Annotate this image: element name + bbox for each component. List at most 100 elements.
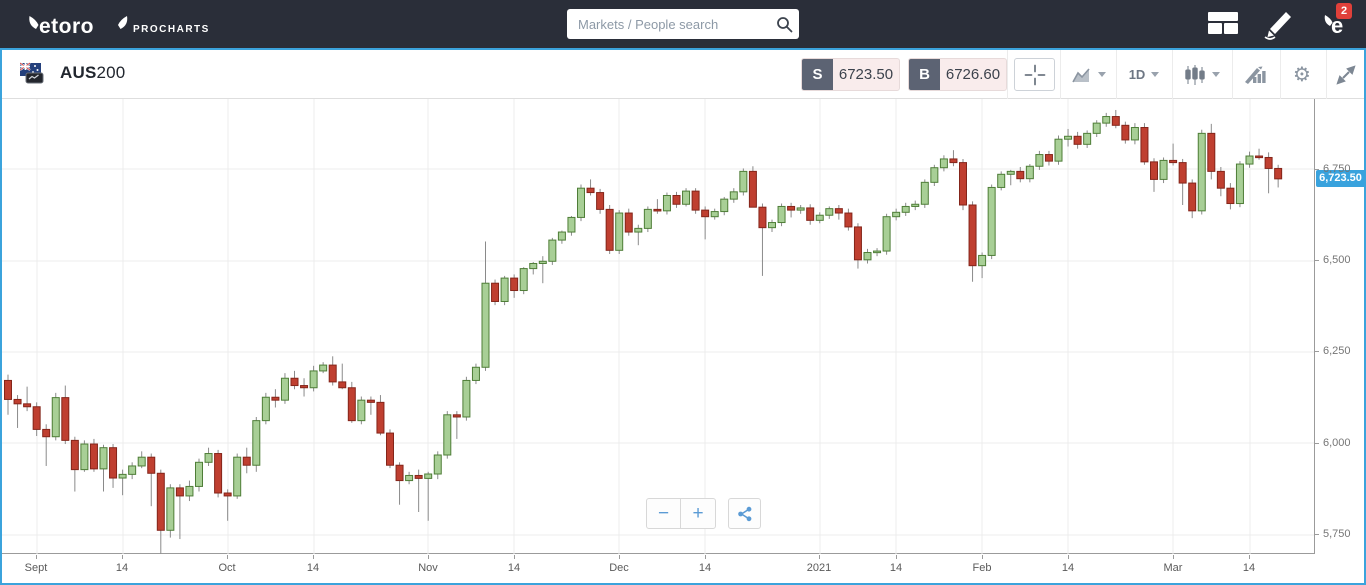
y-axis-tick	[1315, 169, 1319, 170]
x-axis-tick	[122, 555, 123, 559]
candlestick-chart[interactable]: − +	[2, 99, 1314, 554]
candle-up	[481, 282, 490, 368]
candle-down	[338, 381, 347, 389]
candle-up	[195, 461, 203, 487]
candle-up	[1235, 163, 1244, 205]
candle-down	[61, 397, 70, 441]
y-axis-label: 6,500	[1323, 254, 1351, 266]
candle-up	[939, 158, 948, 169]
settings-button[interactable]: ⚙	[1282, 58, 1322, 91]
candle-down	[1073, 135, 1082, 145]
y-axis-tick	[1315, 534, 1319, 535]
candle-up	[128, 465, 137, 475]
candle-up	[529, 262, 538, 270]
candle-down	[386, 432, 394, 466]
candle-up	[634, 227, 643, 233]
crosshair-tool-button[interactable]	[1014, 58, 1055, 91]
zoom-out-button[interactable]: −	[647, 499, 681, 528]
candle-down	[672, 194, 681, 205]
candle-down	[175, 487, 184, 497]
x-axis-tick	[619, 555, 620, 559]
procharts-label: PROCHARTS	[133, 24, 210, 35]
chart-type-button[interactable]	[1064, 58, 1112, 91]
notification-badge[interactable]: 2	[1336, 3, 1352, 19]
fullscreen-button[interactable]	[1328, 58, 1364, 91]
candle-up	[911, 203, 920, 207]
candle-up	[1006, 170, 1015, 175]
candle-up	[1025, 165, 1034, 180]
chevron-down-icon	[1097, 72, 1106, 77]
candle-up	[80, 443, 89, 471]
candle-down	[758, 206, 767, 229]
candle-down	[1226, 187, 1235, 205]
candle-up	[920, 181, 929, 205]
share-button[interactable]	[728, 498, 761, 529]
series-style-button[interactable]	[1176, 58, 1228, 91]
y-axis-label: 6,000	[1323, 437, 1351, 449]
y-axis-tick	[1315, 443, 1319, 444]
candle-up	[777, 205, 786, 224]
candle-down	[1264, 156, 1273, 169]
toolbar-separator	[1007, 50, 1008, 99]
candle-down	[395, 464, 404, 482]
candle-up	[1064, 135, 1073, 140]
share-icon	[737, 506, 751, 521]
candle-down	[242, 456, 251, 466]
candle-up	[577, 187, 585, 218]
candle-up	[997, 173, 1006, 188]
candle-up	[978, 254, 987, 267]
x-axis-tick	[1249, 555, 1250, 559]
candle-down	[89, 443, 98, 470]
candle-up	[901, 205, 910, 213]
x-axis-label: 14	[1061, 562, 1075, 574]
candle-down	[653, 208, 662, 212]
instrument-header[interactable]: AUS200	[20, 62, 125, 84]
svg-text:etoro: etoro	[39, 15, 94, 38]
y-axis-label: 5,750	[1323, 528, 1351, 540]
candle-up	[309, 370, 318, 389]
toolbar-separator	[1060, 50, 1061, 99]
candle-up	[462, 379, 471, 418]
interval-button[interactable]: 1D	[1120, 58, 1168, 91]
candle-up	[1035, 154, 1044, 167]
candle-down	[223, 492, 232, 497]
candle-up	[1102, 116, 1111, 124]
x-axis-label: 14	[507, 562, 521, 574]
y-axis-label: 6,750	[1323, 163, 1351, 175]
candle-down	[1274, 167, 1283, 180]
x-axis-tick	[1173, 555, 1174, 559]
candlestick-chart-svg	[2, 99, 1314, 554]
buy-button[interactable]: B 6726.60	[908, 58, 1007, 91]
avatar-etoro-icon[interactable]: e 2	[1322, 3, 1352, 42]
indicators-icon	[1245, 66, 1266, 84]
sell-button[interactable]: S 6723.50	[801, 58, 900, 91]
x-axis-label: Sept	[24, 562, 48, 574]
indicators-button[interactable]	[1234, 58, 1276, 91]
candle-up	[137, 456, 146, 467]
candle-down	[214, 453, 223, 494]
time-axis[interactable]: Sept 14 Oct 14 Nov 14 Dec 14 2021 14 Feb 14 Mar 14	[2, 555, 1314, 583]
candle-up	[185, 485, 194, 497]
chevron-down-icon	[1212, 72, 1220, 77]
interval-label: 1D	[1128, 67, 1146, 82]
search-input[interactable]	[567, 16, 769, 32]
price-axis[interactable]: 6,723.50 6,750 6,500 6,250 6,000 5,750	[1314, 99, 1365, 554]
candle-down	[691, 190, 700, 211]
y-axis-tick	[1315, 351, 1319, 352]
candle-up	[873, 250, 882, 254]
chart-toolbar: AUS200 S 6723.50 B 6726.60	[2, 50, 1364, 99]
etoro-logo[interactable]: etoro PROCHARTS	[26, 10, 210, 38]
zoom-in-button[interactable]: +	[692, 502, 704, 524]
search-icon[interactable]	[769, 16, 799, 33]
candle-down	[968, 204, 977, 267]
candle-down	[366, 399, 375, 403]
candle-up	[768, 222, 776, 229]
candle-down	[1016, 170, 1025, 180]
candle-down	[586, 187, 595, 194]
candle-up	[720, 198, 729, 213]
search-box	[567, 9, 799, 39]
candle-up	[99, 447, 108, 470]
aus-flag-icon	[20, 62, 44, 84]
pencil-icon[interactable]	[1262, 8, 1296, 45]
layout-icon[interactable]	[1206, 10, 1240, 41]
